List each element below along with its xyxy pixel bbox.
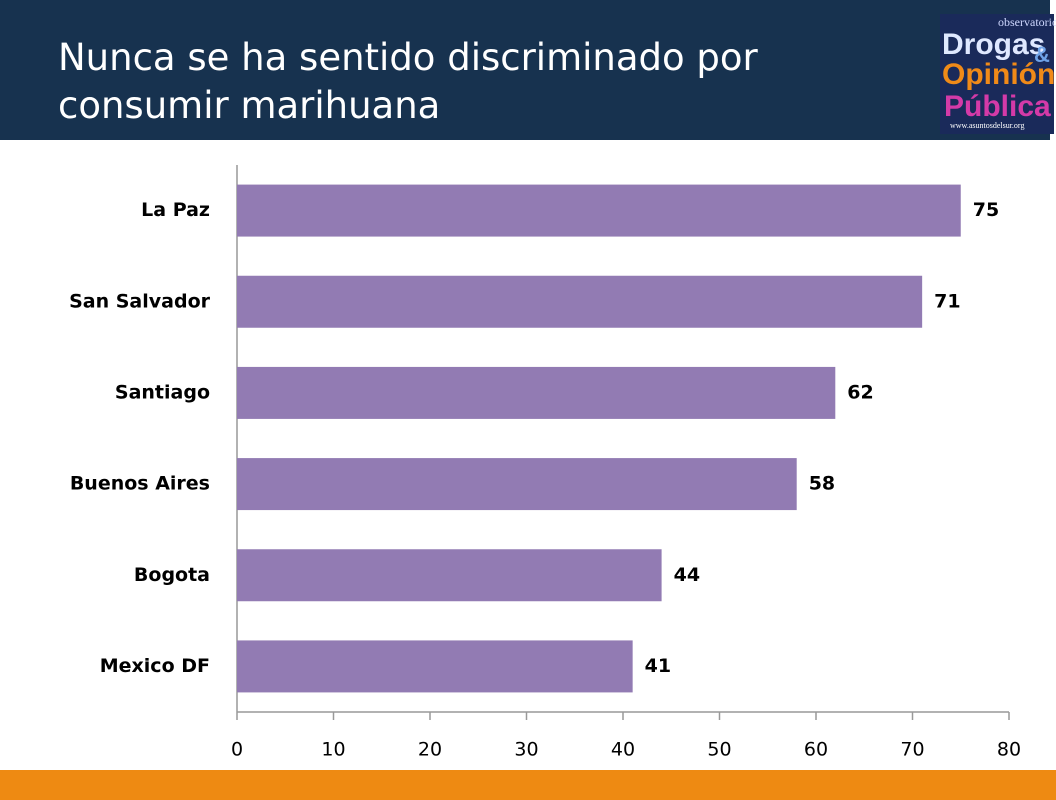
x-tick-label: 60	[804, 739, 828, 761]
x-tick-label: 20	[418, 739, 442, 761]
y-tick-label: Santiago	[115, 381, 210, 403]
bar	[237, 458, 797, 511]
footer-bar	[0, 770, 1056, 800]
chart-title: Nunca se ha sentido discriminado por con…	[58, 36, 758, 127]
y-tick-label: Mexico DF	[100, 655, 210, 677]
bar	[237, 640, 633, 693]
value-label: 58	[809, 473, 835, 495]
x-tick-label: 10	[321, 739, 345, 761]
x-tick-label: 80	[997, 739, 1021, 761]
y-tick-label: Buenos Aires	[70, 473, 210, 495]
x-tick-label: 30	[514, 739, 538, 761]
header: Nunca se ha sentido discriminado por con…	[0, 0, 1056, 140]
logo-line1: Drogas	[942, 28, 1046, 61]
bar	[237, 366, 836, 419]
value-label: 44	[674, 564, 700, 586]
x-tick-label: 70	[900, 739, 924, 761]
value-label: 75	[973, 199, 999, 221]
logo-line2: Opinión	[942, 58, 1056, 91]
x-tick-label: 50	[707, 739, 731, 761]
bar	[237, 549, 662, 602]
y-tick-label: La Paz	[141, 199, 210, 221]
x-tick-label: 40	[611, 739, 635, 761]
y-tick-label: San Salvador	[69, 290, 211, 312]
bar	[237, 275, 923, 328]
value-label: 62	[847, 381, 873, 403]
logo: observatorio Drogas & Opinión Pública ww…	[940, 14, 1056, 134]
bar	[237, 184, 961, 237]
value-label: 71	[934, 290, 960, 312]
value-label: 41	[645, 655, 671, 677]
logo-url: www.asuntosdelsur.org	[950, 121, 1025, 130]
logo-line3: Pública	[944, 90, 1051, 123]
x-tick-label: 0	[231, 739, 243, 761]
logo-top: observatorio	[998, 15, 1056, 29]
logo-amp: &	[1034, 42, 1050, 67]
y-tick-label: Bogota	[134, 564, 210, 586]
